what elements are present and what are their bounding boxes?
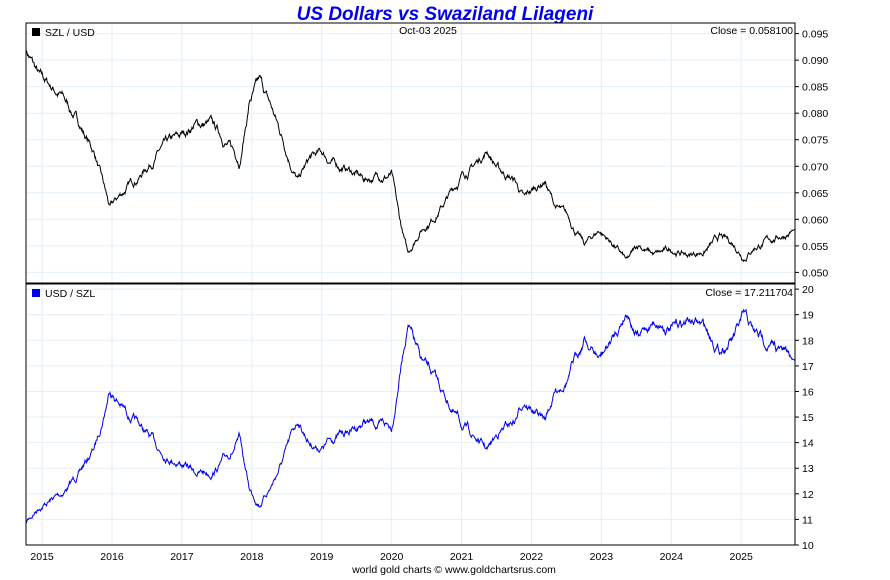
x-tick-label: 2024 xyxy=(660,551,684,563)
x-tick-label: 2025 xyxy=(729,551,753,563)
date-label: Oct-03 2025 xyxy=(399,25,457,37)
y-tick-label: 0.050 xyxy=(802,267,828,279)
y-tick-label: 0.075 xyxy=(802,135,828,147)
top-panel: SZL / USD Oct-03 2025 Close = 0.058100 0… xyxy=(25,22,828,284)
chart-title: US Dollars vs Swaziland Lilageni xyxy=(297,4,594,25)
y-tick-label: 0.080 xyxy=(802,108,828,120)
top-y-axis: 0.095 0.090 0.085 0.080 0.075 0.070 0.065 0.060… xyxy=(795,29,828,279)
legend-szl-usd: SZL / USD xyxy=(45,27,95,39)
y-tick-label: 0.085 xyxy=(802,82,828,94)
x-tick-label: 2016 xyxy=(100,551,124,563)
x-tick-label: 2021 xyxy=(450,551,474,563)
bottom-panel: USD / SZL Close = 17.211704 20 19 18 17 16 15… xyxy=(25,283,814,552)
x-tick-label: 2017 xyxy=(170,551,194,563)
x-tick-label: 2023 xyxy=(590,551,614,563)
y-tick-label: 14 xyxy=(802,438,814,450)
y-tick-label: 0.095 xyxy=(802,29,828,41)
y-tick-label: 0.070 xyxy=(802,161,828,173)
y-tick-label: 18 xyxy=(802,335,814,347)
y-tick-label: 13 xyxy=(802,463,814,475)
top-gridlines xyxy=(26,23,795,283)
y-tick-label: 0.090 xyxy=(802,55,828,67)
y-tick-label: 0.065 xyxy=(802,188,828,200)
usd-szl-line xyxy=(25,308,796,524)
y-tick-label: 17 xyxy=(802,361,814,373)
szl-usd-line xyxy=(25,50,796,263)
y-tick-label: 15 xyxy=(802,412,814,424)
close-label-usd-szl: Close = 17.211704 xyxy=(705,287,793,299)
y-tick-label: 16 xyxy=(802,386,814,398)
y-tick-label: 20 xyxy=(802,284,814,296)
bottom-gridlines xyxy=(26,284,795,546)
x-tick-label: 2020 xyxy=(380,551,404,563)
x-tick-label: 2019 xyxy=(310,551,334,563)
x-tick-label: 2022 xyxy=(520,551,544,563)
close-label-szl-usd: Close = 0.058100 xyxy=(710,25,793,37)
y-tick-label: 19 xyxy=(802,310,814,322)
legend-swatch-usd-szl xyxy=(32,289,40,297)
footer-credit: world gold charts © www.goldchartsrus.co… xyxy=(351,564,556,575)
legend-usd-szl: USD / SZL xyxy=(45,288,95,300)
y-tick-label: 0.055 xyxy=(802,241,828,253)
y-tick-label: 10 xyxy=(802,540,814,552)
y-tick-label: 12 xyxy=(802,489,814,501)
x-tick-label: 2015 xyxy=(30,551,54,563)
bottom-y-axis: 20 19 18 17 16 15 14 13 12 11 10 xyxy=(795,284,814,552)
legend-swatch-szl-usd xyxy=(32,28,40,36)
x-axis: 2015 2016 2017 2018 2019 2020 2021 2022 2023 2024… xyxy=(30,551,753,563)
y-tick-label: 0.060 xyxy=(802,214,828,226)
x-tick-label: 2018 xyxy=(240,551,264,563)
y-tick-label: 11 xyxy=(802,514,813,526)
